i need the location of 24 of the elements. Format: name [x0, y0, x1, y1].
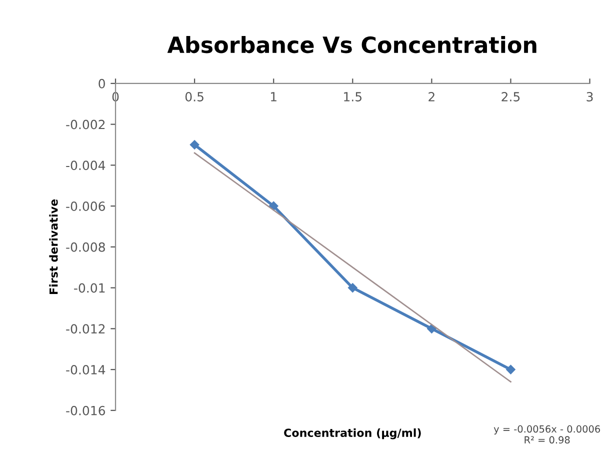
point	[348, 283, 358, 292]
x-tick-label: 1	[270, 92, 276, 102]
y-tick-label: -0.01	[74, 283, 105, 293]
y-tick-label: -0.002	[66, 120, 105, 130]
x-tick-label: 1.5	[344, 92, 362, 102]
y-tick-label: -0.004	[66, 160, 106, 170]
point	[506, 364, 516, 374]
y-tick-label: -0.008	[66, 242, 105, 252]
x-tick-label: 2.5	[502, 92, 520, 102]
point	[268, 201, 278, 211]
x-tick-label: 3	[586, 92, 593, 102]
text: y = -0.0056x - 0.0006 R² = 0.98	[494, 425, 600, 444]
x-tick-label: 0.5	[185, 92, 204, 102]
chart-title: Absorbance Vs Concentration	[167, 36, 536, 54]
y-axis-title: First derivative	[49, 199, 58, 294]
point	[427, 324, 436, 334]
y-tick-label: -0.012	[66, 324, 105, 334]
y-tick-label: 0	[98, 78, 105, 88]
y-tick-label: -0.016	[66, 406, 106, 416]
point	[190, 140, 200, 150]
x-tick-label: 2	[428, 92, 434, 102]
y-tick-label: -0.014	[66, 365, 106, 374]
x-axis-title: Concentration (µg/ml)	[284, 428, 421, 440]
y-tick-label: -0.006	[66, 202, 106, 211]
